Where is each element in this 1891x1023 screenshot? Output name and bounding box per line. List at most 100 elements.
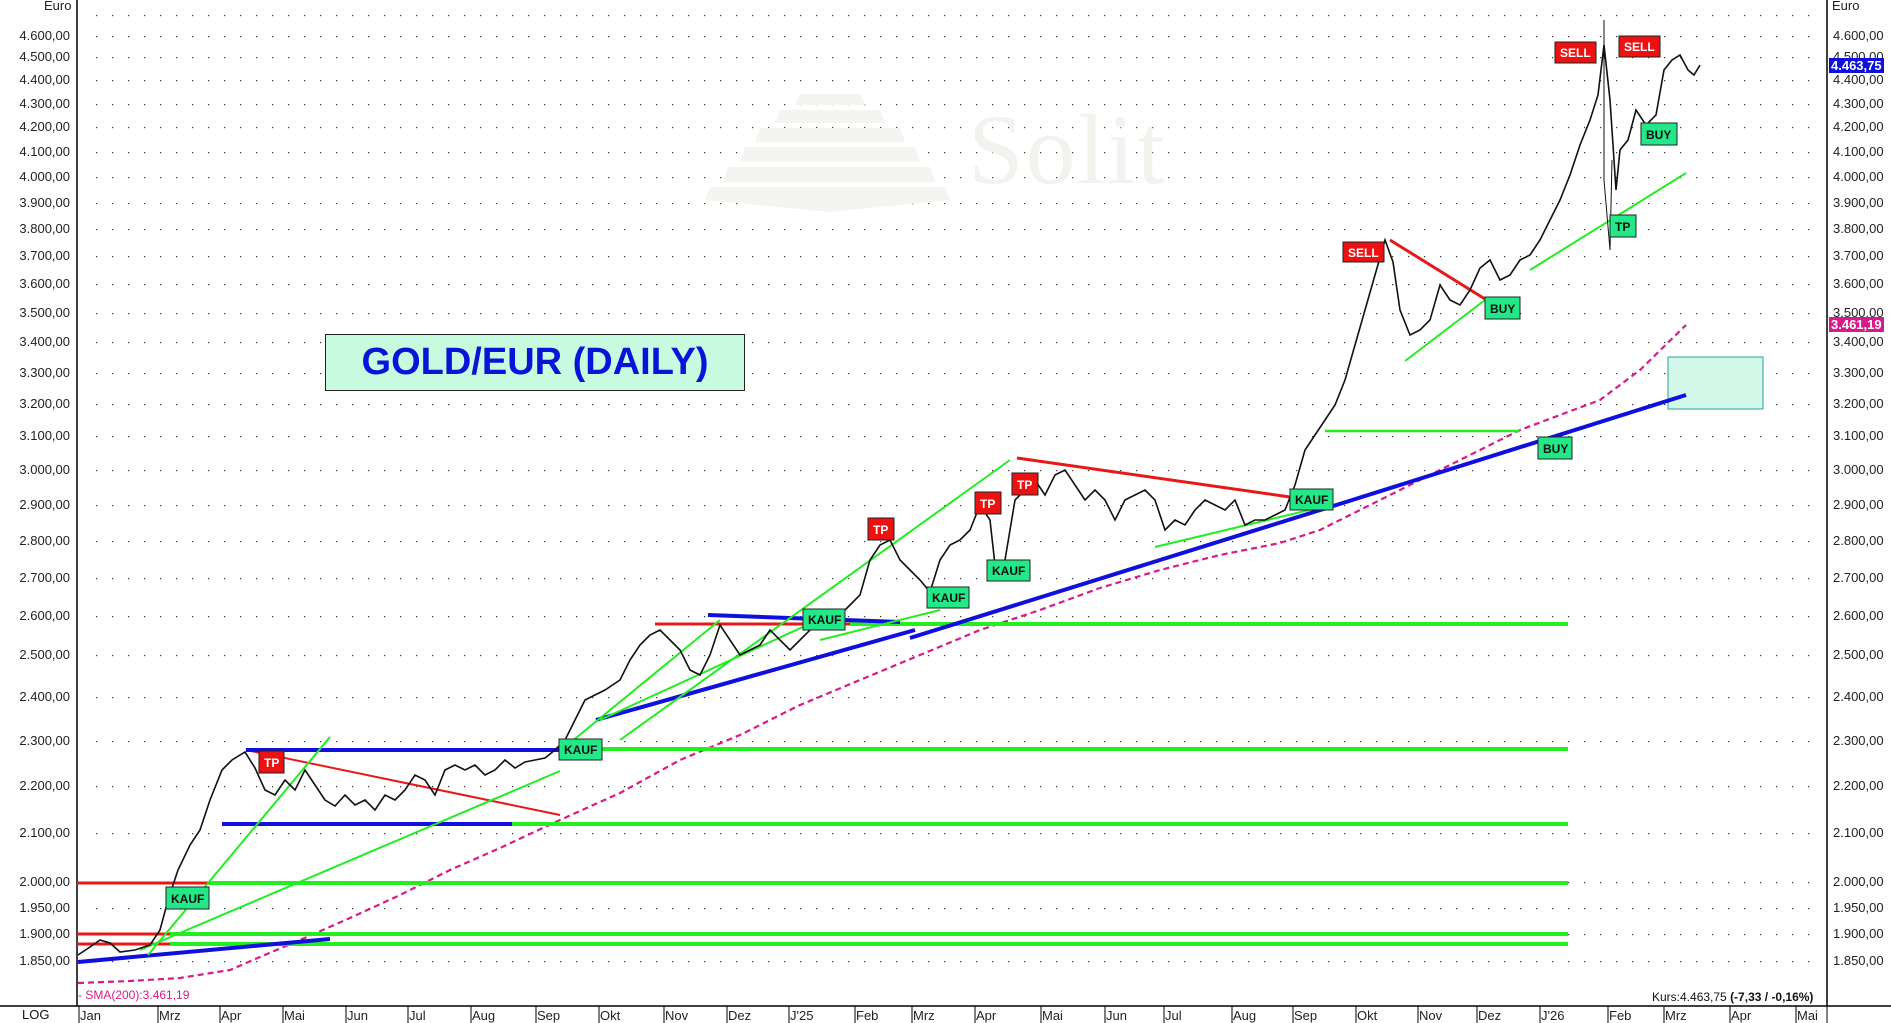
svg-text:1.950,00: 1.950,00 [1833,900,1884,915]
svg-text:3.600,00: 3.600,00 [19,276,70,291]
buy-signal[interactable]: BUY [1484,296,1521,320]
svg-text:Nov: Nov [665,1008,689,1023]
sell-signal[interactable]: SELL [1618,35,1661,58]
svg-text:Mai: Mai [1797,1008,1818,1023]
svg-text:1.900,00: 1.900,00 [1833,926,1884,941]
y-axis-right-ticks: 4.600,00 4.500,00 4.400,00 4.300,00 4.20… [1833,28,1884,968]
tp-signal[interactable]: TP [867,517,895,541]
svg-text:2.400,00: 2.400,00 [1833,689,1884,704]
svg-text:2.300,00: 2.300,00 [1833,733,1884,748]
scale-mode-toggle[interactable]: LOG [22,1007,50,1022]
svg-text:1.950,00: 1.950,00 [19,900,70,915]
svg-text:2.900,00: 2.900,00 [1833,497,1884,512]
buy-signal[interactable]: BUY [1537,436,1573,460]
svg-text:1.850,00: 1.850,00 [19,953,70,968]
signal-labels[interactable]: KAUF TP KAUF KAUF TP KAUF TP KAUF TP KAU… [165,35,1678,910]
sell-signal[interactable]: SELL [1554,41,1597,64]
tp-signal[interactable]: TP [974,491,1002,515]
svg-text:4.600,00: 4.600,00 [1833,28,1884,43]
svg-text:Nov: Nov [1419,1008,1443,1023]
svg-text:Mrz: Mrz [1665,1008,1687,1023]
svg-text:3.800,00: 3.800,00 [1833,221,1884,236]
svg-text:Okt: Okt [1357,1008,1378,1023]
svg-text:3.900,00: 3.900,00 [19,195,70,210]
kauf-signal[interactable]: KAUF [165,886,210,910]
svg-text:4.000,00: 4.000,00 [19,169,70,184]
svg-text:Mrz: Mrz [159,1008,181,1023]
svg-text:TP: TP [1615,220,1630,234]
svg-text:Jun: Jun [347,1008,368,1023]
svg-text:2.800,00: 2.800,00 [19,533,70,548]
svg-text:KAUF: KAUF [171,892,204,906]
svg-text:TP: TP [980,497,995,511]
svg-text:4.500,00: 4.500,00 [19,49,70,64]
svg-text:2.500,00: 2.500,00 [19,647,70,662]
svg-text:Aug: Aug [1233,1008,1256,1023]
svg-text:SELL: SELL [1560,46,1591,60]
svg-text:3.500,00: 3.500,00 [1833,305,1884,320]
svg-text:Aug: Aug [472,1008,495,1023]
svg-text:4.300,00: 4.300,00 [19,96,70,111]
tp-signal[interactable]: TP [258,750,285,774]
svg-text:1.850,00: 1.850,00 [1833,953,1884,968]
kauf-signal[interactable]: KAUF [926,586,970,609]
x-axis-months: Jan Mrz Apr Mai Jun Jul Aug Sep Okt Nov … [78,1006,1828,1023]
svg-text:4.400,00: 4.400,00 [1833,72,1884,87]
svg-text:Jul: Jul [1165,1008,1182,1023]
svg-text:2.400,00: 2.400,00 [19,689,70,704]
sell-signal[interactable]: SELL [1342,241,1385,263]
svg-text:Okt: Okt [600,1008,621,1023]
svg-text:3.800,00: 3.800,00 [19,221,70,236]
price-line [77,44,1701,956]
svg-text:KAUF: KAUF [932,591,965,605]
trend-lines [77,393,1687,964]
svg-text:4.200,00: 4.200,00 [19,119,70,134]
svg-text:Dez: Dez [728,1008,751,1023]
kauf-signal[interactable]: KAUF [1289,488,1334,511]
svg-text:2.200,00: 2.200,00 [19,778,70,793]
svg-text:J'25: J'25 [790,1008,813,1023]
svg-text:BUY: BUY [1490,302,1515,316]
svg-text:Feb: Feb [856,1008,878,1023]
tp-signal[interactable]: TP [1609,214,1637,238]
kauf-signal[interactable]: KAUF [802,608,846,631]
tp-signal[interactable]: TP [1011,472,1039,496]
kauf-signal[interactable]: KAUF [986,559,1031,582]
svg-text:Apr: Apr [1731,1008,1752,1023]
svg-text:Apr: Apr [976,1008,997,1023]
buy-signal[interactable]: BUY [1640,122,1678,146]
svg-text:2.600,00: 2.600,00 [1833,608,1884,623]
gridlines [86,15,1821,963]
svg-text:SELL: SELL [1624,40,1655,54]
svg-text:3.100,00: 3.100,00 [19,428,70,443]
svg-text:Apr: Apr [221,1008,242,1023]
chart-title: GOLD/EUR (DAILY) [325,334,745,391]
svg-text:2.100,00: 2.100,00 [19,825,70,840]
kauf-signal[interactable]: KAUF [558,738,603,761]
svg-text:2.900,00: 2.900,00 [19,497,70,512]
last-price-tag: 4.463,75 [1829,58,1884,73]
target-zone [1667,356,1764,410]
svg-text:3.700,00: 3.700,00 [1833,248,1884,263]
svg-text:4.600,00: 4.600,00 [19,28,70,43]
svg-text:3.300,00: 3.300,00 [1833,365,1884,380]
svg-text:Sep: Sep [1294,1008,1317,1023]
svg-text:BUY: BUY [1543,442,1568,456]
kurs-change: (-7,33 / -0,16%) [1730,990,1814,1004]
price-wicks [1603,20,1613,251]
svg-text:Jan: Jan [80,1008,101,1023]
svg-text:KAUF: KAUF [808,613,841,627]
svg-text:4.400,00: 4.400,00 [19,72,70,87]
sma200-line [77,324,1687,985]
svg-text:2.300,00: 2.300,00 [19,733,70,748]
svg-text:2.700,00: 2.700,00 [19,570,70,585]
svg-text:3.000,00: 3.000,00 [19,462,70,477]
svg-text:2.800,00: 2.800,00 [1833,533,1884,548]
svg-text:KAUF: KAUF [564,743,597,757]
svg-text:Feb: Feb [1609,1008,1631,1023]
svg-text:4.100,00: 4.100,00 [19,144,70,159]
svg-text:3.700,00: 3.700,00 [19,248,70,263]
resistance-lines [77,238,1486,946]
svg-text:2.700,00: 2.700,00 [1833,570,1884,585]
svg-text:KAUF: KAUF [1295,493,1328,507]
